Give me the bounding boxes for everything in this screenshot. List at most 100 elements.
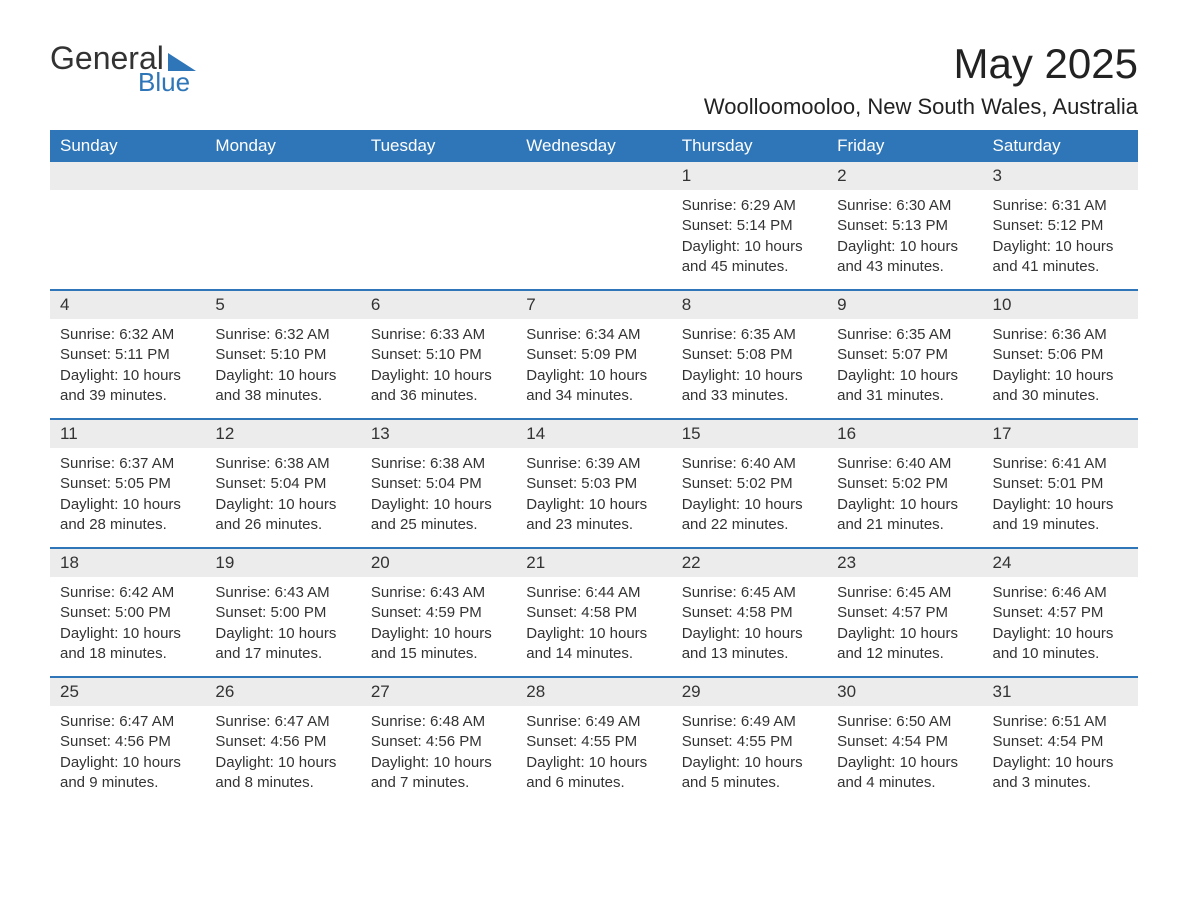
- day-number: 16: [827, 420, 982, 448]
- calendar-day-cell: 3Sunrise: 6:31 AMSunset: 5:12 PMDaylight…: [983, 162, 1138, 290]
- header: General Blue May 2025 Woolloomooloo, New…: [50, 40, 1138, 120]
- day-number: 2: [827, 162, 982, 190]
- daylight-text: Daylight: 10 hours and 33 minutes.: [682, 366, 817, 407]
- sunrise-text: Sunrise: 6:34 AM: [526, 325, 661, 345]
- sunset-text: Sunset: 4:57 PM: [993, 603, 1128, 623]
- daylight-text: Daylight: 10 hours and 4 minutes.: [837, 753, 972, 794]
- daylight-text: Daylight: 10 hours and 10 minutes.: [993, 624, 1128, 665]
- day-number: 18: [50, 549, 205, 577]
- day-number: 7: [516, 291, 671, 319]
- day-body: Sunrise: 6:40 AMSunset: 5:02 PMDaylight:…: [672, 448, 827, 539]
- day-body: Sunrise: 6:51 AMSunset: 4:54 PMDaylight:…: [983, 706, 1138, 797]
- day-body: Sunrise: 6:38 AMSunset: 5:04 PMDaylight:…: [361, 448, 516, 539]
- col-header: Thursday: [672, 130, 827, 162]
- daylight-text: Daylight: 10 hours and 25 minutes.: [371, 495, 506, 536]
- calendar-day-cell: 9Sunrise: 6:35 AMSunset: 5:07 PMDaylight…: [827, 291, 982, 419]
- calendar-day-cell: 7Sunrise: 6:34 AMSunset: 5:09 PMDaylight…: [516, 291, 671, 419]
- sunset-text: Sunset: 5:02 PM: [837, 474, 972, 494]
- day-number: 28: [516, 678, 671, 706]
- sunset-text: Sunset: 4:56 PM: [60, 732, 195, 752]
- sunset-text: Sunset: 5:03 PM: [526, 474, 661, 494]
- col-header: Monday: [205, 130, 360, 162]
- calendar-day-cell: 8Sunrise: 6:35 AMSunset: 5:08 PMDaylight…: [672, 291, 827, 419]
- day-number: 14: [516, 420, 671, 448]
- sunset-text: Sunset: 5:05 PM: [60, 474, 195, 494]
- daylight-text: Daylight: 10 hours and 22 minutes.: [682, 495, 817, 536]
- day-body: Sunrise: 6:49 AMSunset: 4:55 PMDaylight:…: [672, 706, 827, 797]
- calendar-day-cell: 20Sunrise: 6:43 AMSunset: 4:59 PMDayligh…: [361, 549, 516, 677]
- sunset-text: Sunset: 5:04 PM: [215, 474, 350, 494]
- day-number: 15: [672, 420, 827, 448]
- daylight-text: Daylight: 10 hours and 38 minutes.: [215, 366, 350, 407]
- calendar-day-cell: [205, 162, 360, 290]
- calendar-day-cell: 30Sunrise: 6:50 AMSunset: 4:54 PMDayligh…: [827, 678, 982, 806]
- day-number: 27: [361, 678, 516, 706]
- day-body: Sunrise: 6:40 AMSunset: 5:02 PMDaylight:…: [827, 448, 982, 539]
- sunrise-text: Sunrise: 6:36 AM: [993, 325, 1128, 345]
- day-number: 25: [50, 678, 205, 706]
- calendar-day-cell: 23Sunrise: 6:45 AMSunset: 4:57 PMDayligh…: [827, 549, 982, 677]
- day-body: Sunrise: 6:42 AMSunset: 5:00 PMDaylight:…: [50, 577, 205, 668]
- calendar-day-cell: 18Sunrise: 6:42 AMSunset: 5:00 PMDayligh…: [50, 549, 205, 677]
- calendar-week-row: 4Sunrise: 6:32 AMSunset: 5:11 PMDaylight…: [50, 291, 1138, 419]
- daylight-text: Daylight: 10 hours and 34 minutes.: [526, 366, 661, 407]
- daylight-text: Daylight: 10 hours and 28 minutes.: [60, 495, 195, 536]
- sunrise-text: Sunrise: 6:35 AM: [682, 325, 817, 345]
- sunset-text: Sunset: 4:58 PM: [526, 603, 661, 623]
- sunset-text: Sunset: 5:12 PM: [993, 216, 1128, 236]
- calendar-day-cell: 19Sunrise: 6:43 AMSunset: 5:00 PMDayligh…: [205, 549, 360, 677]
- col-header: Saturday: [983, 130, 1138, 162]
- sunrise-text: Sunrise: 6:47 AM: [215, 712, 350, 732]
- calendar-day-cell: 25Sunrise: 6:47 AMSunset: 4:56 PMDayligh…: [50, 678, 205, 806]
- sunset-text: Sunset: 4:56 PM: [371, 732, 506, 752]
- day-number: 21: [516, 549, 671, 577]
- sunrise-text: Sunrise: 6:37 AM: [60, 454, 195, 474]
- location-label: Woolloomooloo, New South Wales, Australi…: [704, 94, 1138, 120]
- calendar-header-row: Sunday Monday Tuesday Wednesday Thursday…: [50, 130, 1138, 162]
- day-body: Sunrise: 6:45 AMSunset: 4:58 PMDaylight:…: [672, 577, 827, 668]
- sunrise-text: Sunrise: 6:47 AM: [60, 712, 195, 732]
- calendar-body: 1Sunrise: 6:29 AMSunset: 5:14 PMDaylight…: [50, 162, 1138, 806]
- day-number: 9: [827, 291, 982, 319]
- day-number: 30: [827, 678, 982, 706]
- day-body: Sunrise: 6:50 AMSunset: 4:54 PMDaylight:…: [827, 706, 982, 797]
- calendar-day-cell: 31Sunrise: 6:51 AMSunset: 4:54 PMDayligh…: [983, 678, 1138, 806]
- day-body: Sunrise: 6:46 AMSunset: 4:57 PMDaylight:…: [983, 577, 1138, 668]
- daylight-text: Daylight: 10 hours and 41 minutes.: [993, 237, 1128, 278]
- sunset-text: Sunset: 5:00 PM: [215, 603, 350, 623]
- sunset-text: Sunset: 5:13 PM: [837, 216, 972, 236]
- sunset-text: Sunset: 5:14 PM: [682, 216, 817, 236]
- col-header: Sunday: [50, 130, 205, 162]
- sunset-text: Sunset: 5:04 PM: [371, 474, 506, 494]
- calendar-day-cell: 17Sunrise: 6:41 AMSunset: 5:01 PMDayligh…: [983, 420, 1138, 548]
- sunset-text: Sunset: 5:08 PM: [682, 345, 817, 365]
- sunrise-text: Sunrise: 6:46 AM: [993, 583, 1128, 603]
- day-body: Sunrise: 6:38 AMSunset: 5:04 PMDaylight:…: [205, 448, 360, 539]
- daylight-text: Daylight: 10 hours and 6 minutes.: [526, 753, 661, 794]
- calendar-day-cell: 16Sunrise: 6:40 AMSunset: 5:02 PMDayligh…: [827, 420, 982, 548]
- daylight-text: Daylight: 10 hours and 19 minutes.: [993, 495, 1128, 536]
- sunset-text: Sunset: 4:55 PM: [526, 732, 661, 752]
- day-number: 5: [205, 291, 360, 319]
- sunrise-text: Sunrise: 6:32 AM: [60, 325, 195, 345]
- day-body: Sunrise: 6:48 AMSunset: 4:56 PMDaylight:…: [361, 706, 516, 797]
- calendar-week-row: 1Sunrise: 6:29 AMSunset: 5:14 PMDaylight…: [50, 162, 1138, 290]
- sunset-text: Sunset: 5:06 PM: [993, 345, 1128, 365]
- sunset-text: Sunset: 4:54 PM: [993, 732, 1128, 752]
- daylight-text: Daylight: 10 hours and 5 minutes.: [682, 753, 817, 794]
- daylight-text: Daylight: 10 hours and 3 minutes.: [993, 753, 1128, 794]
- daylight-text: Daylight: 10 hours and 17 minutes.: [215, 624, 350, 665]
- sunrise-text: Sunrise: 6:51 AM: [993, 712, 1128, 732]
- sunrise-text: Sunrise: 6:35 AM: [837, 325, 972, 345]
- calendar-day-cell: 27Sunrise: 6:48 AMSunset: 4:56 PMDayligh…: [361, 678, 516, 806]
- day-body: Sunrise: 6:32 AMSunset: 5:10 PMDaylight:…: [205, 319, 360, 410]
- day-body: Sunrise: 6:43 AMSunset: 4:59 PMDaylight:…: [361, 577, 516, 668]
- day-body: Sunrise: 6:35 AMSunset: 5:08 PMDaylight:…: [672, 319, 827, 410]
- day-number: 13: [361, 420, 516, 448]
- day-body: Sunrise: 6:31 AMSunset: 5:12 PMDaylight:…: [983, 190, 1138, 281]
- sunrise-text: Sunrise: 6:45 AM: [837, 583, 972, 603]
- calendar-day-cell: 22Sunrise: 6:45 AMSunset: 4:58 PMDayligh…: [672, 549, 827, 677]
- calendar-day-cell: 26Sunrise: 6:47 AMSunset: 4:56 PMDayligh…: [205, 678, 360, 806]
- sunrise-text: Sunrise: 6:30 AM: [837, 196, 972, 216]
- daylight-text: Daylight: 10 hours and 21 minutes.: [837, 495, 972, 536]
